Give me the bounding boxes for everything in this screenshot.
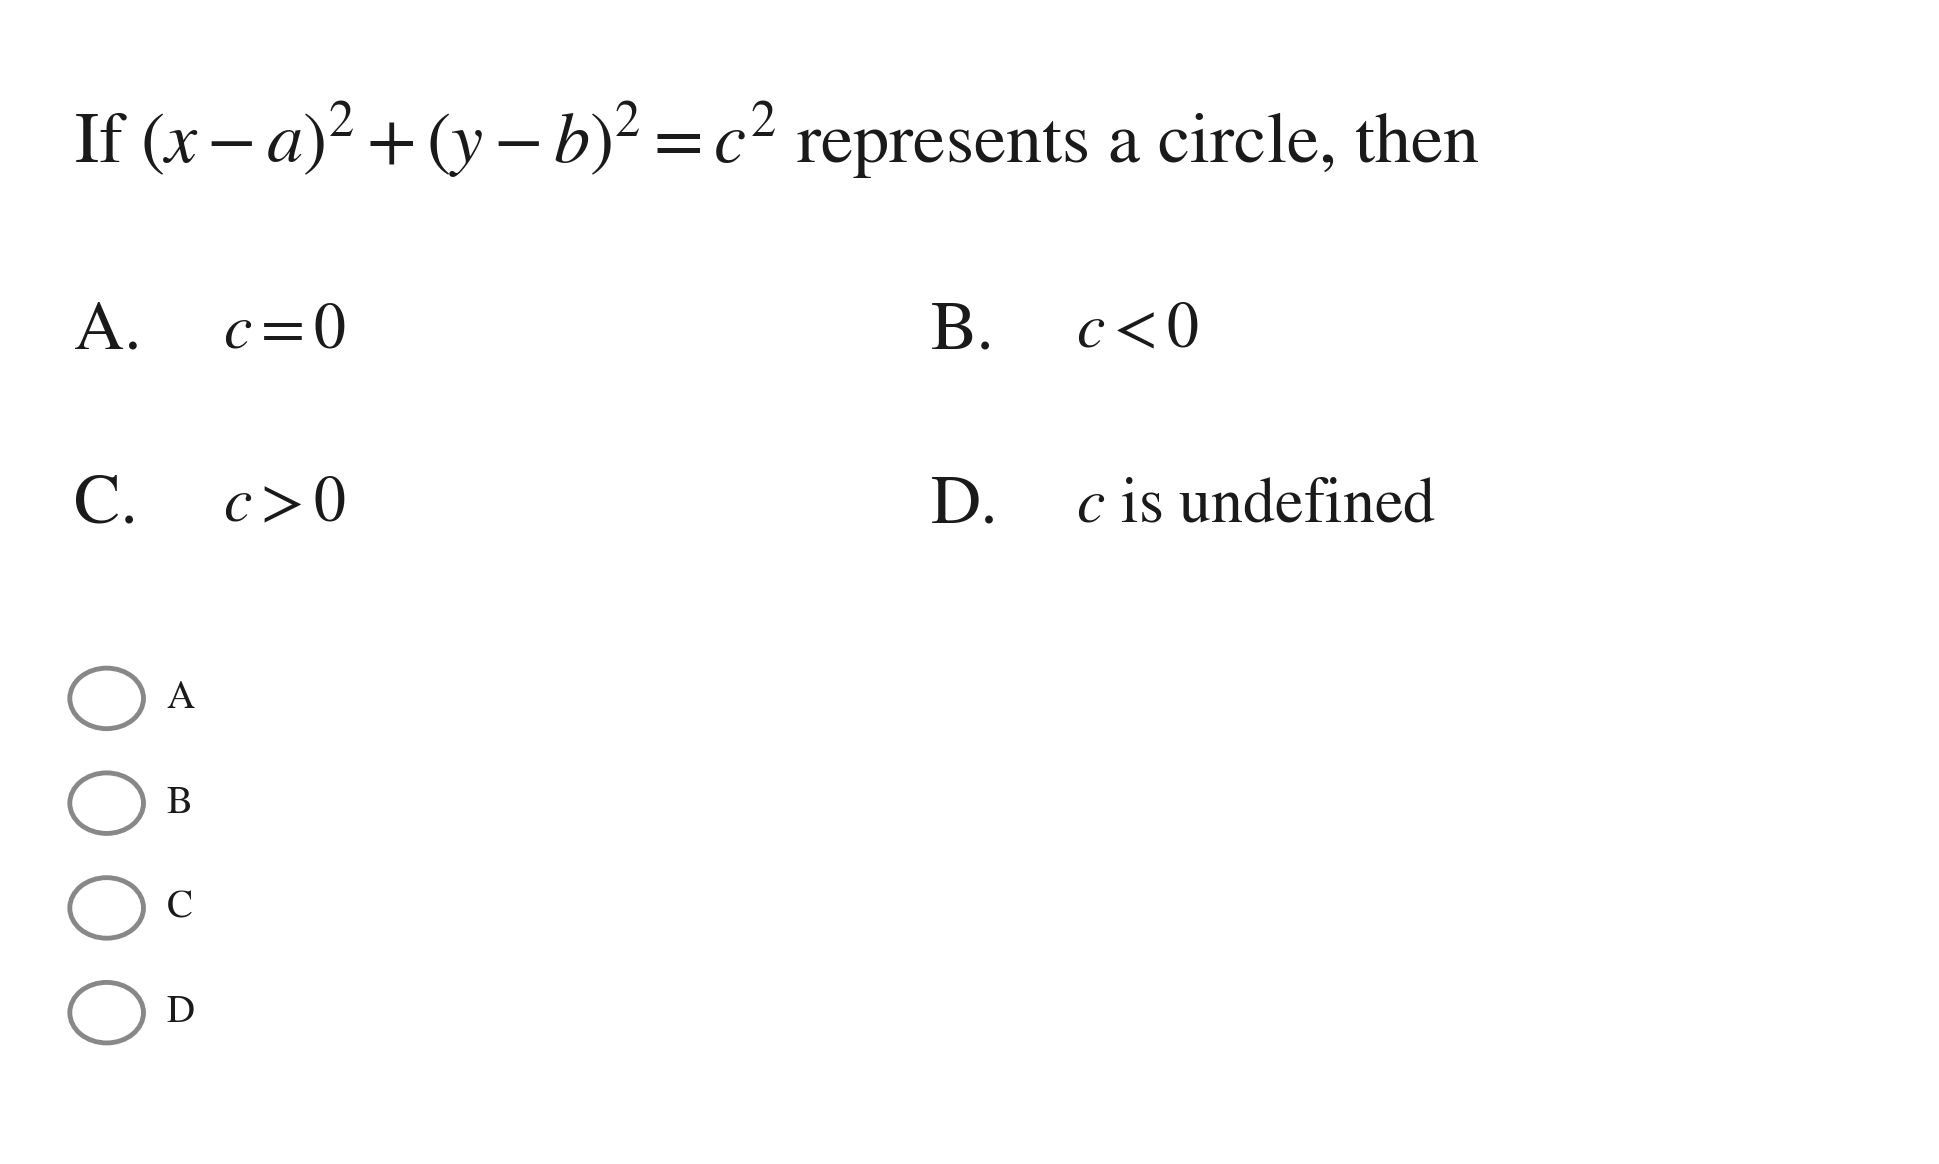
Text: $c<0$: $c<0$ xyxy=(1076,303,1198,361)
Text: C: C xyxy=(167,890,192,925)
Text: C.: C. xyxy=(74,475,138,538)
Text: B: B xyxy=(167,786,192,821)
Text: B.: B. xyxy=(931,300,995,363)
Text: D.: D. xyxy=(931,475,999,538)
Text: If $(x-a)^2+(y-b)^2=c^2$ represents a circle, then: If $(x-a)^2+(y-b)^2=c^2$ represents a ci… xyxy=(74,99,1479,182)
Text: $c>0$: $c>0$ xyxy=(223,477,345,535)
Text: D: D xyxy=(167,995,196,1030)
Text: A: A xyxy=(167,681,196,716)
Text: A.: A. xyxy=(74,300,142,363)
Text: $c=0$: $c=0$ xyxy=(223,303,345,361)
Text: $c$ is undefined: $c$ is undefined xyxy=(1076,477,1437,535)
